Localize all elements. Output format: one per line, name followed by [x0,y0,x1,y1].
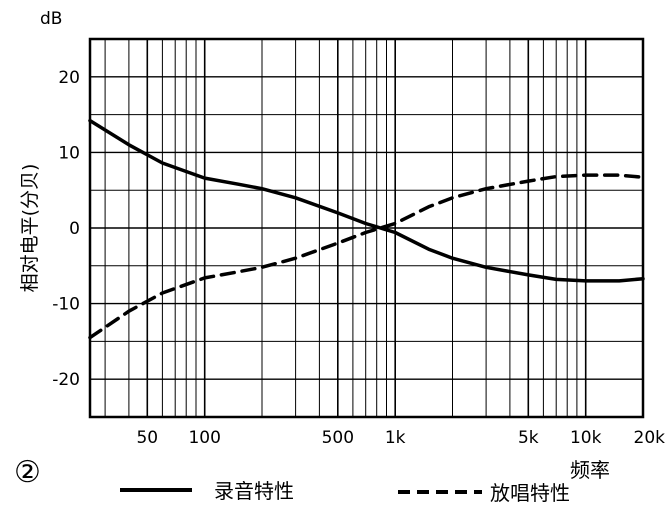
x-tick-label: 500 [322,428,354,448]
legend-solid-label: 录音特性 [214,479,294,503]
x-axis-title: 频率 [570,458,610,482]
x-tick-label: 10k [570,428,602,448]
x-tick-label: 100 [188,428,220,448]
y-tick-label: 20 [58,68,80,88]
x-tick-label: 1k [385,428,406,448]
y-tick-labels: 20 10 0 -10 -20 [52,68,80,390]
y-axis-title: 相对电平(分贝) [19,164,41,293]
y-tick-label: 10 [58,143,80,163]
y-tick-label: -10 [52,295,80,315]
legend-dashed-label: 放唱特性 [490,481,570,505]
y-tick-label: 0 [69,219,80,239]
x-tick-label: 5k [518,428,539,448]
x-tick-label: 50 [136,428,158,448]
grid-major-lines [90,76,643,380]
figure-number: ② [14,455,41,490]
curves [88,118,645,340]
x-tick-label: 20k [634,428,666,448]
x-tick-labels: 50 100 500 1k 5k 10k 20k [136,428,665,448]
y-tick-label: -20 [52,370,80,390]
series-line-1 [88,118,645,283]
series-line-2 [88,173,645,340]
plot-frame [88,37,645,419]
y-unit-label: dB [40,9,62,29]
